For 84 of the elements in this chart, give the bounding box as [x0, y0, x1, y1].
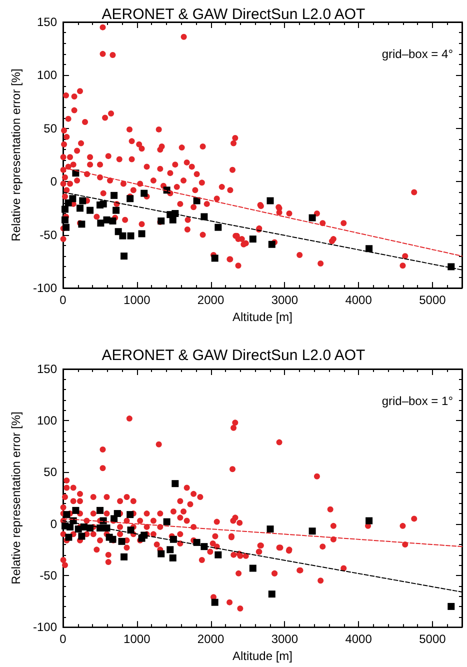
point	[62, 224, 70, 231]
point	[268, 240, 276, 248]
point	[86, 206, 94, 214]
y-tick-label: 0	[50, 516, 58, 531]
point	[249, 564, 256, 572]
point	[127, 232, 134, 240]
point	[308, 214, 316, 222]
chart-title: AERONET & GAW DirectSun L2.0 AOT	[102, 347, 366, 364]
point	[193, 197, 200, 204]
point	[214, 551, 222, 558]
point	[308, 528, 316, 535]
y-tick-label: 50	[44, 121, 58, 136]
y-tick-label: -50	[40, 568, 58, 582]
point	[78, 220, 86, 228]
point	[163, 518, 170, 526]
point	[97, 220, 104, 227]
point	[126, 511, 134, 518]
point	[120, 553, 128, 560]
point	[69, 195, 76, 202]
x-tick-label: 3000	[271, 293, 298, 307]
y-tick-label: -100	[32, 620, 58, 634]
point	[268, 590, 276, 598]
point	[214, 224, 222, 231]
point	[118, 538, 126, 545]
point	[172, 480, 179, 488]
point	[138, 230, 146, 238]
point	[96, 506, 104, 514]
chart-title: AERONET & GAW DirectSun L2.0 AOT	[102, 6, 366, 23]
point	[100, 200, 107, 208]
y-axis-title: Relative representation error [%]	[9, 412, 24, 584]
point	[120, 252, 128, 260]
x-axis-title: Altitude [m]	[232, 310, 293, 324]
x-tick-label: 0	[60, 293, 67, 307]
point	[266, 197, 274, 204]
x-tick-label: 1000	[124, 293, 151, 307]
y-tick-label: 50	[44, 465, 58, 480]
point	[76, 204, 84, 212]
y-tick-label: -100	[32, 281, 58, 295]
y-tick-label: 100	[36, 414, 58, 428]
point	[169, 554, 176, 562]
point	[112, 206, 120, 214]
point	[158, 550, 165, 558]
point	[126, 195, 134, 202]
annotation: grid–box = 4°	[382, 47, 454, 61]
point	[119, 232, 126, 240]
point	[78, 532, 86, 540]
y-tick-label: 150	[36, 15, 58, 29]
point	[72, 506, 80, 514]
x-tick-label: 5000	[419, 293, 446, 307]
y-tick-label: 150	[36, 362, 58, 376]
point	[109, 217, 116, 224]
point	[140, 190, 148, 197]
point	[166, 546, 174, 554]
point	[61, 216, 68, 224]
point	[211, 598, 218, 606]
x-tick-label: 2000	[197, 632, 224, 646]
point	[79, 197, 86, 204]
y-tick-label: 100	[36, 68, 58, 82]
point	[448, 602, 455, 610]
point	[65, 534, 72, 541]
point	[66, 523, 74, 530]
x-tick-label: 5000	[419, 632, 446, 646]
point	[114, 510, 121, 518]
point	[200, 213, 208, 220]
point	[63, 511, 70, 518]
x-tick-label: 2000	[197, 293, 224, 307]
x-tick-label: 0	[60, 632, 67, 646]
point	[266, 526, 274, 533]
point	[110, 192, 118, 199]
x-axis-title: Altitude [m]	[232, 649, 293, 663]
x-tick-label: 3000	[271, 632, 298, 646]
y-tick-label: 0	[50, 174, 58, 189]
y-axis-title: Relative representation error [%]	[9, 68, 24, 242]
point	[61, 206, 68, 213]
y-tick-label: -50	[40, 228, 58, 242]
x-tick-label: 4000	[345, 293, 372, 307]
point	[366, 517, 373, 524]
annotation: grid–box = 1°	[382, 394, 454, 408]
point	[169, 216, 176, 224]
x-tick-label: 4000	[345, 632, 372, 646]
point	[211, 254, 218, 262]
x-tick-label: 1000	[124, 632, 151, 646]
point	[249, 236, 256, 243]
point	[366, 245, 373, 252]
